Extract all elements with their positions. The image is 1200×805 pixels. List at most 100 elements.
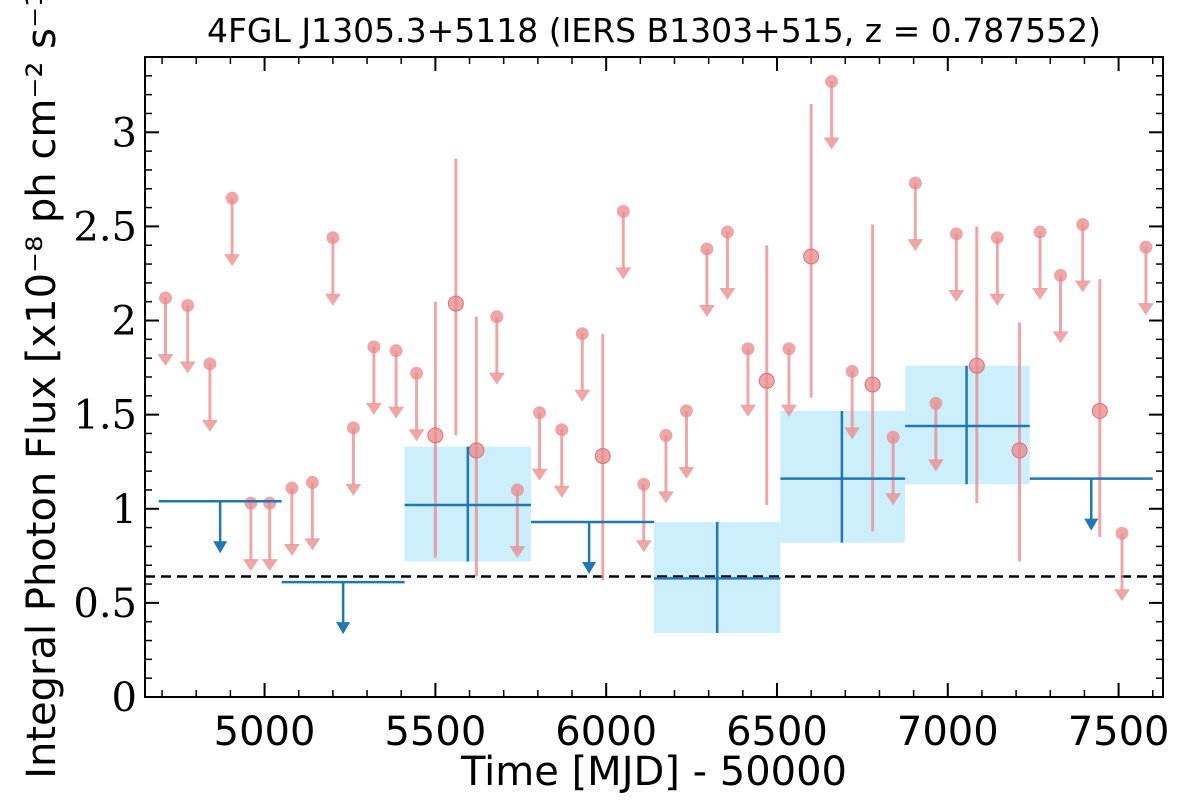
short-bin-upper-limit-marker <box>225 191 239 205</box>
short-bin-upper-limit-head <box>907 239 924 252</box>
short-bin-upper-limit-head <box>388 406 405 419</box>
short-bin-upper-limit-head <box>242 559 259 572</box>
short-bin-upper-limit-head <box>823 137 840 150</box>
short-bin-upper-limit-marker <box>263 496 277 510</box>
short-bin-upper-limit-marker <box>510 483 524 497</box>
x-tick-label: 5000 <box>214 709 316 755</box>
short-bin-upper-limit-marker <box>305 475 319 489</box>
short-bin-detection-marker <box>864 376 881 393</box>
short-bin-upper-limit-marker <box>949 227 963 241</box>
short-bin-upper-limit-head <box>698 305 715 317</box>
short-bin-detection-marker <box>758 372 775 389</box>
y-tick-label: 0 <box>112 675 137 721</box>
y-tick-label: 2.5 <box>73 204 137 250</box>
short-bin-upper-limit-head <box>989 293 1006 306</box>
short-bin-upper-limit-head <box>1137 303 1154 316</box>
short-bin-upper-limit-marker <box>616 204 630 218</box>
short-bin-upper-limit-marker <box>741 342 755 356</box>
short-bin-upper-limit-head <box>927 459 944 472</box>
short-bin-upper-limit-marker <box>533 406 547 420</box>
short-bin-upper-limit-head <box>345 483 362 496</box>
short-bin-upper-limit-marker <box>782 342 796 356</box>
short-bin-upper-limit-marker <box>326 231 340 245</box>
short-bin-upper-limit-marker <box>389 344 403 358</box>
short-bin-upper-limit-head <box>201 419 218 432</box>
short-bin-upper-limit-marker <box>410 366 424 380</box>
short-bin-upper-limit-marker <box>825 74 839 88</box>
short-bin-upper-limit-head <box>157 353 174 366</box>
short-bin-upper-limit-head <box>224 254 241 267</box>
short-bin-upper-limit-head <box>304 538 321 551</box>
short-bin-upper-limit-marker <box>990 231 1004 245</box>
short-bin-upper-limit-marker <box>575 327 589 341</box>
long-bin-layer <box>158 365 1153 635</box>
short-bin-upper-limit-marker <box>700 242 714 256</box>
x-axis-label: Time [MJD] - 50000 <box>460 749 847 795</box>
y-tick-label: 0.5 <box>73 581 137 627</box>
short-bin-upper-limit-marker <box>659 428 673 442</box>
short-bin-upper-limit-marker <box>679 404 693 418</box>
short-bin-upper-limit-marker <box>203 357 217 371</box>
short-bin-layer <box>157 74 1154 602</box>
short-bin-upper-limit-head <box>365 402 382 415</box>
short-bin-upper-limit-marker <box>555 423 569 437</box>
short-bin-upper-limit-marker <box>490 310 504 324</box>
short-bin-detection-marker <box>468 442 485 459</box>
short-bin-upper-limit-head <box>615 267 632 280</box>
y-tick-label: 1.5 <box>73 393 137 439</box>
short-bin-upper-limit-marker <box>1139 240 1153 254</box>
y-axis-label: Integral Photon Flux [x10⁻⁸ ph cm⁻² s⁻¹] <box>19 0 65 779</box>
x-tick-label: 6500 <box>726 709 828 755</box>
short-bin-detection-marker <box>968 357 985 374</box>
x-tick-label: 5500 <box>384 709 486 755</box>
short-bin-upper-limit-marker <box>929 396 943 410</box>
short-bin-upper-limit-head <box>488 372 505 385</box>
short-bin-detection-marker <box>447 295 464 312</box>
short-bin-upper-limit-head <box>780 404 797 417</box>
short-bin-upper-limit-marker <box>908 176 922 190</box>
long-bin-upper-limit-head <box>582 561 597 574</box>
short-bin-upper-limit-marker <box>244 496 258 510</box>
short-bin-upper-limit-head <box>324 293 341 306</box>
short-bin-upper-limit-head <box>844 427 861 440</box>
x-tick-label: 6000 <box>555 709 657 755</box>
short-bin-detection-marker <box>803 248 820 265</box>
long-bin-upper-limit-head <box>336 622 351 635</box>
short-bin-upper-limit-head <box>531 468 548 481</box>
x-tick-label: 7500 <box>1068 709 1170 755</box>
short-bin-upper-limit-marker <box>285 481 299 495</box>
short-bin-upper-limit-head <box>1114 589 1131 602</box>
short-bin-upper-limit-head <box>948 289 965 302</box>
short-bin-detection-marker <box>1091 402 1108 419</box>
short-bin-upper-limit-marker <box>181 298 195 312</box>
y-tick-label: 3 <box>112 110 137 156</box>
y-tick-label: 1 <box>112 487 137 533</box>
long-bin-upper-limit-head <box>1084 518 1099 531</box>
short-bin-upper-limit-marker <box>637 477 651 491</box>
short-bin-upper-limit-head <box>719 288 736 301</box>
short-bin-detection-marker <box>427 427 444 444</box>
short-bin-upper-limit-marker <box>1033 225 1047 239</box>
short-bin-upper-limit-marker <box>845 364 859 378</box>
short-bin-upper-limit-head <box>1074 280 1091 293</box>
short-bin-detection-marker <box>1011 442 1028 459</box>
short-bin-upper-limit-head <box>509 545 526 558</box>
short-bin-upper-limit-head <box>678 466 695 479</box>
short-bin-upper-limit-marker <box>1076 218 1090 232</box>
short-bin-upper-limit-marker <box>158 291 172 305</box>
short-bin-upper-limit-marker <box>346 421 360 435</box>
short-bin-upper-limit-head <box>408 429 425 442</box>
short-bin-upper-limit-marker <box>1115 526 1129 540</box>
x-tick-label: 7000 <box>897 709 999 755</box>
short-bin-upper-limit-head <box>739 404 756 417</box>
short-bin-upper-limit-head <box>635 540 652 553</box>
short-bin-upper-limit-head <box>553 485 570 498</box>
short-bin-upper-limit-head <box>179 361 196 374</box>
short-bin-upper-limit-marker <box>720 225 734 239</box>
short-bin-upper-limit-marker <box>1054 268 1068 282</box>
short-bin-detection-marker <box>594 448 611 465</box>
short-bin-upper-limit-head <box>1052 331 1069 344</box>
short-bin-upper-limit-marker <box>886 430 900 444</box>
